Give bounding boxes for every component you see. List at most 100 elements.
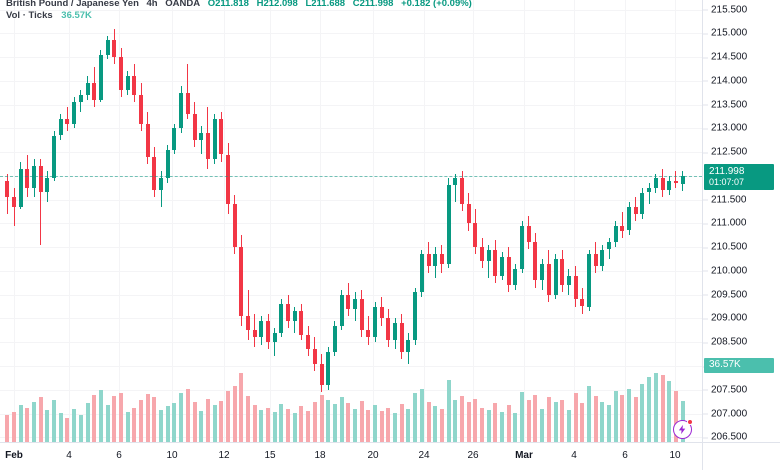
candlestick-series (5, 28, 685, 442)
volume-bar (32, 401, 37, 442)
volume-bar (92, 395, 97, 442)
volume-bar (292, 413, 297, 442)
time-tick-label: Feb (5, 450, 23, 461)
price-tick-label: 208.500 (703, 337, 747, 348)
candle-body (653, 178, 658, 188)
volume-bar (653, 372, 658, 442)
candle-body (433, 254, 438, 267)
candle-body (306, 335, 311, 350)
volume-bar (232, 386, 237, 442)
grid-line-horizontal (0, 247, 702, 249)
current-price-badge: 211.998 01:07:07 (704, 163, 774, 190)
candle-body (633, 206, 638, 214)
candle-body (139, 95, 144, 124)
candle-body (152, 156, 157, 191)
volume-bar (246, 396, 251, 442)
grid-line-horizontal (0, 389, 702, 391)
volume-bar (352, 408, 357, 442)
grid-line-horizontal (0, 57, 702, 58)
price-tick-mark (703, 152, 708, 154)
volume-bar (540, 408, 545, 442)
volume-bar (379, 410, 384, 442)
price-tick-label: 215.000 (703, 28, 747, 39)
time-tick-label: 6 (622, 450, 628, 461)
lightning-bolt-icon[interactable] (673, 419, 693, 439)
candle-wick (40, 159, 42, 245)
time-tick-label: Mar (515, 450, 533, 461)
candle-body (373, 306, 378, 338)
candle-body (165, 149, 170, 179)
candle-body (647, 187, 652, 193)
candle-body (613, 225, 618, 243)
candle-body (379, 306, 384, 319)
volume-bar (660, 375, 665, 442)
candle-body (212, 118, 217, 160)
candle-body (526, 225, 531, 243)
volume-bar (620, 395, 625, 442)
volume-bar (406, 408, 411, 442)
grid-line-vertical (14, 0, 15, 442)
candle-body (506, 256, 511, 286)
candle-body (219, 118, 224, 155)
volume-bar (399, 404, 404, 442)
volume-bar (426, 401, 431, 442)
candle-body (366, 330, 371, 338)
price-tick-mark (703, 199, 708, 201)
volume-bar (419, 388, 424, 442)
time-scale[interactable]: Feb 4 6 10 12 15 18 20 24 26 Mar 4 6 10 (0, 442, 780, 470)
candle-body (607, 242, 612, 250)
time-tick-label: 20 (367, 450, 379, 461)
volume-bar (58, 413, 63, 442)
candle-body (105, 40, 110, 55)
candle-body (466, 204, 471, 224)
grid-line-vertical (270, 0, 271, 442)
volume-bar (673, 390, 678, 442)
volume-bar (279, 404, 284, 442)
candle-body (292, 311, 297, 321)
time-tick-label: 15 (264, 450, 276, 461)
chart-plot-area[interactable] (0, 0, 702, 442)
candle-body (98, 54, 103, 100)
volume-bar (346, 403, 351, 442)
candle-body (299, 311, 304, 336)
candle-body (620, 225, 625, 231)
candle-body (266, 320, 271, 343)
volume-bar (179, 393, 184, 442)
grid-line-horizontal (0, 104, 702, 106)
candle-body (513, 268, 518, 286)
candle-body (145, 123, 150, 157)
price-scale[interactable]: 215.500 215.000 214.500 214.000 213.500 213.0… (702, 0, 780, 443)
volume-bar (139, 399, 144, 442)
volume-bar (205, 398, 210, 442)
volume-bar (259, 409, 264, 442)
volume-bar (125, 411, 130, 442)
price-tick-mark (703, 223, 708, 225)
price-tick-mark (703, 128, 708, 130)
candle-body (546, 263, 551, 295)
grid-line-horizontal (0, 33, 702, 35)
candle-wick (187, 64, 189, 119)
candle-body (52, 135, 57, 179)
candle-body (18, 168, 23, 207)
candle-body (92, 83, 97, 100)
time-scale-separator (702, 443, 703, 470)
current-price-value: 211.998 (709, 165, 745, 177)
candle-wick (621, 211, 623, 238)
volume-bar (18, 405, 23, 442)
candle-body (640, 192, 645, 214)
volume-bar (272, 411, 277, 442)
volume-bar (286, 408, 291, 442)
candle-wick (13, 187, 15, 226)
volume-bar (212, 405, 217, 442)
volume-bar (38, 397, 43, 442)
price-tick-label: 215.500 (703, 4, 747, 15)
candle-body (172, 128, 177, 150)
time-tick-label: 26 (467, 450, 479, 461)
candle-body (179, 92, 184, 129)
candle-body (205, 133, 210, 160)
volume-value-badge: 36.57K (704, 358, 774, 373)
volume-bar (45, 409, 50, 442)
volume-bar (105, 405, 110, 442)
candle-body (667, 180, 672, 191)
volume-bar (12, 411, 17, 442)
